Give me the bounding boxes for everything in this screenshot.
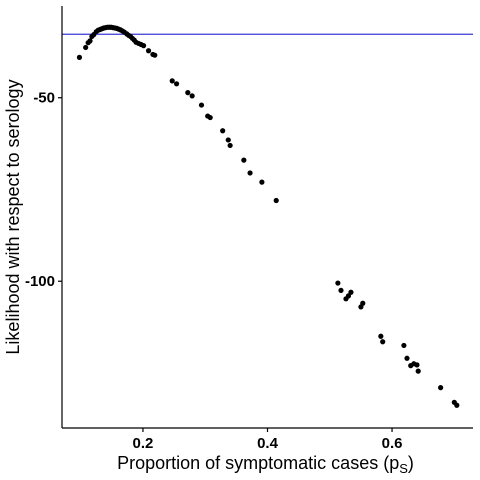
data-point	[404, 355, 410, 361]
data-point	[227, 142, 233, 149]
y-axis-ticks: -50 -100	[25, 90, 62, 290]
data-point	[207, 114, 213, 121]
data-point	[345, 293, 352, 299]
data-point	[76, 54, 83, 60]
x-axis-title-close: )	[408, 453, 414, 473]
data-point	[454, 402, 460, 408]
data-point	[259, 179, 265, 185]
y-tick-label: -50	[33, 90, 55, 107]
data-point	[360, 300, 366, 306]
data-point	[152, 52, 158, 58]
data-point	[220, 128, 226, 134]
data-point	[348, 289, 354, 295]
x-axis-ticks: 0.2 0.4 0.6	[133, 428, 403, 452]
x-axis-title-subscript: S	[399, 461, 408, 476]
x-axis-title: Proportion of symptomatic cases (pS)	[117, 453, 414, 476]
plot-area	[62, 24, 473, 408]
x-tick-label: 0.2	[133, 435, 154, 452]
data-point	[414, 362, 420, 368]
data-point	[401, 342, 407, 349]
data-point	[335, 280, 341, 286]
data-points	[76, 24, 460, 408]
data-point	[185, 90, 191, 96]
data-point	[83, 44, 89, 51]
data-point	[189, 93, 195, 99]
y-axis-title: Likelihood with respect to serology	[3, 79, 23, 354]
x-tick-label: 0.6	[382, 435, 403, 452]
y-tick-label: -100	[25, 273, 55, 290]
data-point	[378, 333, 384, 339]
data-point	[247, 170, 253, 176]
data-point	[173, 81, 180, 87]
data-point	[338, 287, 344, 293]
data-point	[380, 339, 386, 345]
data-point	[169, 78, 175, 84]
data-point	[273, 197, 279, 204]
data-point	[145, 48, 152, 54]
x-tick-label: 0.4	[257, 435, 279, 452]
data-point	[438, 385, 444, 391]
data-point	[198, 102, 205, 108]
data-point	[225, 137, 231, 143]
data-point	[140, 43, 147, 49]
data-point	[415, 368, 421, 374]
data-point	[241, 157, 247, 163]
data-point	[87, 38, 93, 44]
x-axis-title-main: Proportion of symptomatic cases (p	[117, 453, 399, 473]
